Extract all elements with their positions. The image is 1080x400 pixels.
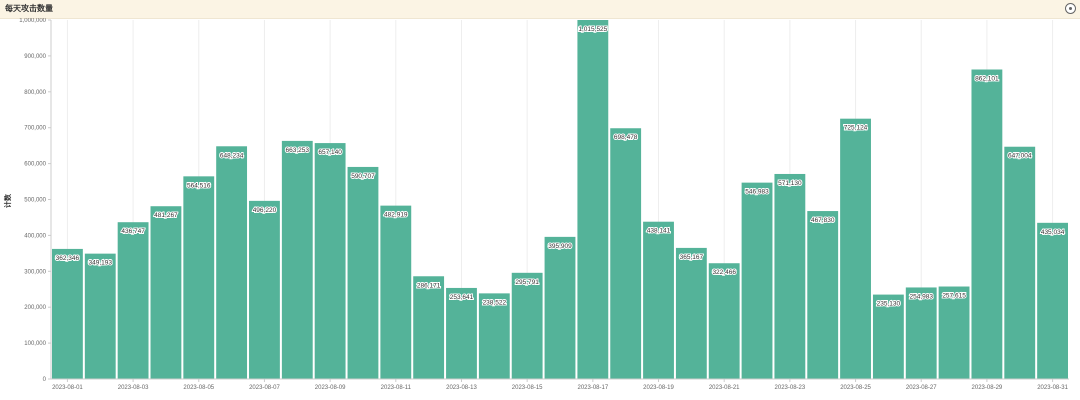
bar[interactable] bbox=[938, 286, 970, 379]
bar-labels: 362,346 349,193 436,747 481,267 564,516 648,2… bbox=[55, 25, 1066, 309]
bar-value-label: 435,034 bbox=[1041, 229, 1065, 236]
bar-value-label: 362,346 bbox=[56, 255, 80, 262]
x-tick-label: 2023-08-15 bbox=[512, 385, 543, 391]
bar[interactable] bbox=[807, 211, 839, 379]
bar[interactable] bbox=[511, 272, 543, 379]
bar-value-label: 438,141 bbox=[647, 228, 671, 235]
axes: 0 100,000 200,000 300,000 400,000 500,000 600,… bbox=[19, 18, 1069, 391]
bar-value-label: 467,830 bbox=[811, 217, 835, 224]
x-tick-label: 2023-08-03 bbox=[118, 385, 149, 391]
bar[interactable] bbox=[281, 140, 313, 379]
bar[interactable] bbox=[117, 222, 149, 379]
panel-title: 每天攻击数量 bbox=[5, 4, 53, 13]
bar-value-label: 349,193 bbox=[89, 260, 113, 267]
bar[interactable] bbox=[183, 176, 215, 379]
x-tick-label: 2023-08-27 bbox=[906, 385, 937, 391]
y-tick-label: 0 bbox=[43, 377, 47, 383]
bar[interactable] bbox=[577, 20, 609, 379]
bar-value-label: 481,267 bbox=[154, 212, 178, 219]
bar-value-label: 546,983 bbox=[745, 189, 769, 196]
bar-value-label: 862,101 bbox=[975, 76, 999, 83]
bar[interactable] bbox=[1037, 222, 1068, 379]
x-tick-label: 2023-08-23 bbox=[775, 385, 806, 391]
panel-header: 每天攻击数量 bbox=[0, 0, 1080, 19]
bar-value-label: 295,791 bbox=[515, 279, 539, 286]
bar[interactable] bbox=[708, 263, 740, 379]
bar[interactable] bbox=[544, 236, 576, 379]
bar[interactable] bbox=[905, 287, 937, 379]
bar-value-label: 238,522 bbox=[483, 299, 507, 306]
bar-value-label: 436,747 bbox=[121, 228, 145, 235]
x-tick-label: 2023-08-17 bbox=[577, 385, 608, 391]
bar[interactable] bbox=[84, 253, 116, 379]
y-tick-label: 200,000 bbox=[24, 305, 46, 311]
bar-value-label: 365,167 bbox=[680, 254, 704, 261]
bar[interactable] bbox=[314, 143, 346, 379]
x-tick-label: 2023-08-07 bbox=[249, 385, 280, 391]
y-tick-label: 700,000 bbox=[24, 126, 46, 132]
bar[interactable] bbox=[150, 206, 182, 379]
bar[interactable] bbox=[643, 221, 674, 379]
bar-value-label: 257,615 bbox=[942, 293, 966, 300]
bar-value-label: 254,983 bbox=[909, 293, 933, 300]
bar[interactable] bbox=[249, 200, 280, 379]
y-tick-label: 400,000 bbox=[24, 233, 46, 239]
bar-value-label: 647,004 bbox=[1008, 153, 1032, 160]
bar[interactable] bbox=[872, 294, 904, 379]
bar[interactable] bbox=[347, 166, 379, 379]
bar[interactable] bbox=[413, 276, 445, 379]
y-tick-label: 900,000 bbox=[24, 54, 46, 60]
x-tick-label: 2023-08-25 bbox=[840, 385, 871, 391]
bar-value-label: 496,220 bbox=[253, 207, 277, 214]
bar[interactable] bbox=[774, 173, 806, 379]
y-tick-label: 800,000 bbox=[24, 90, 46, 96]
bar-value-label: 235,130 bbox=[877, 301, 901, 308]
x-tick-label: 2023-08-09 bbox=[315, 385, 346, 391]
bar-value-label: 698,478 bbox=[614, 134, 638, 141]
bar-chart: 0 100,000 200,000 300,000 400,000 500,000 600,… bbox=[3, 18, 1069, 391]
bars bbox=[52, 20, 1068, 379]
bar[interactable] bbox=[610, 128, 642, 379]
y-tick-label: 600,000 bbox=[24, 162, 46, 168]
x-tick-label: 2023-08-29 bbox=[972, 385, 1003, 391]
bar-value-label: 725,124 bbox=[844, 125, 868, 132]
bar-value-label: 590,707 bbox=[351, 173, 375, 180]
x-tick-label: 2023-08-11 bbox=[381, 385, 412, 391]
bar-value-label: 564,516 bbox=[187, 182, 211, 189]
bar-value-label: 286,171 bbox=[417, 282, 441, 289]
bar-value-label: 1,015,525 bbox=[578, 26, 607, 33]
bar[interactable] bbox=[971, 69, 1003, 379]
x-tick-label: 2023-08-21 bbox=[709, 385, 740, 391]
bar[interactable] bbox=[741, 182, 773, 379]
y-tick-label: 1,000,000 bbox=[19, 18, 46, 24]
bar-value-label: 253,641 bbox=[450, 294, 474, 301]
bar[interactable] bbox=[1004, 146, 1036, 379]
bar[interactable] bbox=[675, 247, 707, 379]
bar-value-label: 648,234 bbox=[220, 152, 244, 159]
bar-value-label: 482,919 bbox=[384, 212, 408, 219]
bar-value-label: 663,253 bbox=[286, 147, 310, 154]
bar[interactable] bbox=[216, 146, 248, 379]
y-tick-label: 300,000 bbox=[24, 269, 46, 275]
bar[interactable] bbox=[52, 248, 83, 379]
panel-options-icon[interactable] bbox=[1065, 3, 1076, 14]
x-tick-label: 2023-08-19 bbox=[643, 385, 674, 391]
y-tick-label: 500,000 bbox=[24, 198, 46, 204]
bar-value-label: 657,140 bbox=[318, 149, 342, 156]
bar-value-label: 571,130 bbox=[778, 180, 802, 187]
bar[interactable] bbox=[446, 287, 477, 379]
bar[interactable] bbox=[840, 118, 871, 379]
x-tick-label: 2023-08-31 bbox=[1037, 385, 1068, 391]
y-tick-label: 100,000 bbox=[24, 341, 46, 347]
y-axis-title: 计数 bbox=[3, 193, 12, 208]
x-tick-label: 2023-08-13 bbox=[446, 385, 477, 391]
bar[interactable] bbox=[478, 293, 510, 379]
bar-value-label: 322,466 bbox=[712, 269, 736, 276]
bar-value-label: 395,909 bbox=[548, 243, 572, 250]
x-tick-label: 2023-08-01 bbox=[52, 385, 83, 391]
bar[interactable] bbox=[380, 205, 412, 379]
x-tick-label: 2023-08-05 bbox=[183, 385, 214, 391]
